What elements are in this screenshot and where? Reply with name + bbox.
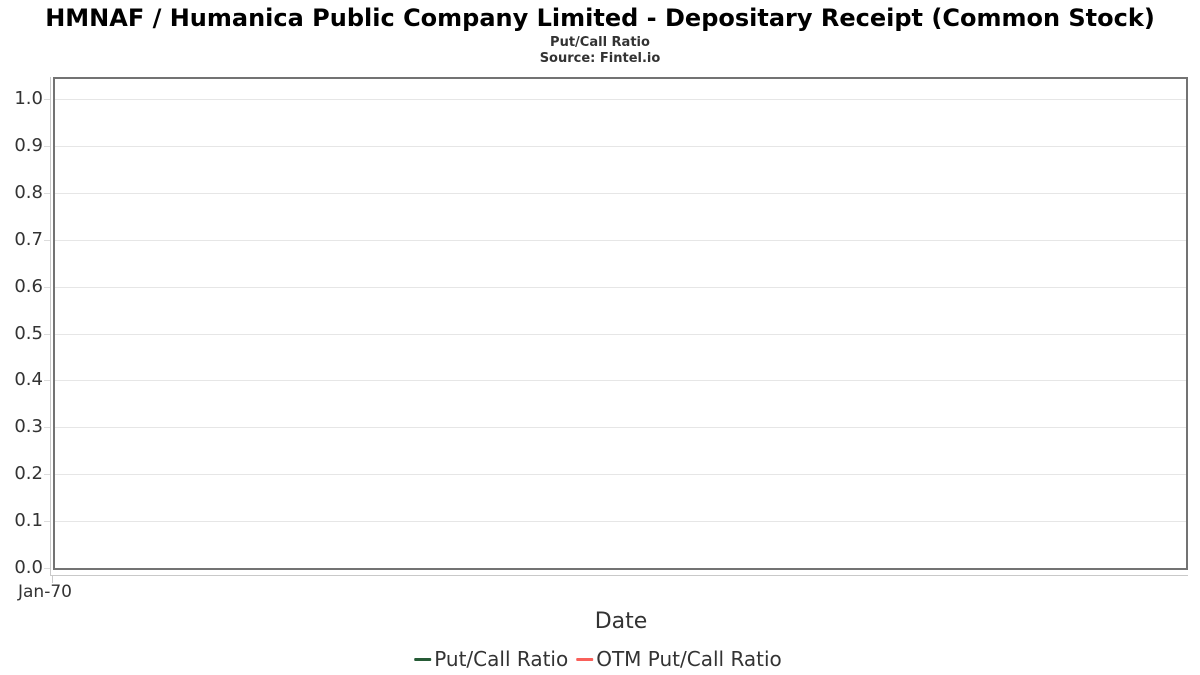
gridline-y-0.6 — [55, 286, 1186, 288]
gridline-y-1.0 — [55, 99, 1186, 100]
legend-item-put-call-ratio[interactable]: Put/Call Ratio — [414, 647, 568, 672]
legend-line-marker-icon — [576, 658, 594, 661]
y-tick-label-0.4: 0.4 — [14, 369, 43, 391]
legend-label: Put/Call Ratio — [434, 647, 569, 671]
y-axis-tick-mark — [44, 192, 51, 194]
y-axis-tick-mark — [44, 333, 51, 335]
legend-line-marker-icon — [414, 658, 432, 661]
legend: Put/Call Ratio OTM Put/Call Ratio — [414, 647, 782, 672]
chart-source-label: Source: Fintel.io — [539, 51, 661, 66]
plot-area — [53, 77, 1188, 570]
legend-label: OTM Put/Call Ratio — [596, 647, 782, 671]
gridline-y-0.5 — [55, 333, 1186, 335]
y-tick-label-1.0: 1.0 — [14, 88, 43, 109]
y-tick-label-0.1: 0.1 — [14, 510, 43, 532]
gridline-y-0.4 — [55, 380, 1186, 382]
y-tick-label-0.9: 0.9 — [14, 134, 43, 156]
gridline-y-0.2 — [55, 474, 1186, 476]
gridline-y-0.9 — [55, 145, 1186, 147]
y-tick-label-0.8: 0.8 — [14, 181, 43, 203]
y-axis-tick-mark — [44, 99, 51, 100]
y-tick-label-0.6: 0.6 — [14, 275, 43, 297]
x-axis-line — [50, 575, 1188, 576]
gridline-y-0.3 — [55, 427, 1186, 429]
y-axis-tick-mark — [44, 380, 51, 382]
chart-title: HMNAF / Humanica Public Company Limited … — [45, 4, 1155, 32]
y-axis-tick-mark — [44, 145, 51, 147]
y-axis-tick-mark — [44, 568, 51, 569]
y-tick-label-0.0: 0.0 — [14, 557, 43, 578]
y-axis-tick-mark — [44, 521, 51, 523]
x-axis-title: Date — [594, 609, 648, 634]
y-axis-tick-mark — [44, 286, 51, 288]
gridline-y-0.8 — [55, 192, 1186, 194]
y-tick-label-0.2: 0.2 — [14, 463, 43, 485]
x-tick-label: Jan-70 — [18, 582, 72, 602]
gridline-y-0.1 — [55, 521, 1186, 523]
y-axis-tick-mark — [44, 239, 51, 241]
y-tick-label-0.3: 0.3 — [14, 416, 43, 438]
y-axis-tick-mark — [44, 474, 51, 476]
legend-item-otm-put-call-ratio[interactable]: OTM Put/Call Ratio — [576, 647, 782, 672]
y-axis-line — [50, 77, 51, 575]
x-axis-tick-mark — [52, 575, 53, 583]
gridline-y-0.7 — [55, 239, 1186, 241]
y-axis-tick-mark — [44, 427, 51, 429]
y-tick-label-0.7: 0.7 — [14, 228, 43, 250]
y-tick-label-0.5: 0.5 — [14, 322, 43, 344]
chart-subtitle: Put/Call Ratio — [550, 35, 650, 50]
